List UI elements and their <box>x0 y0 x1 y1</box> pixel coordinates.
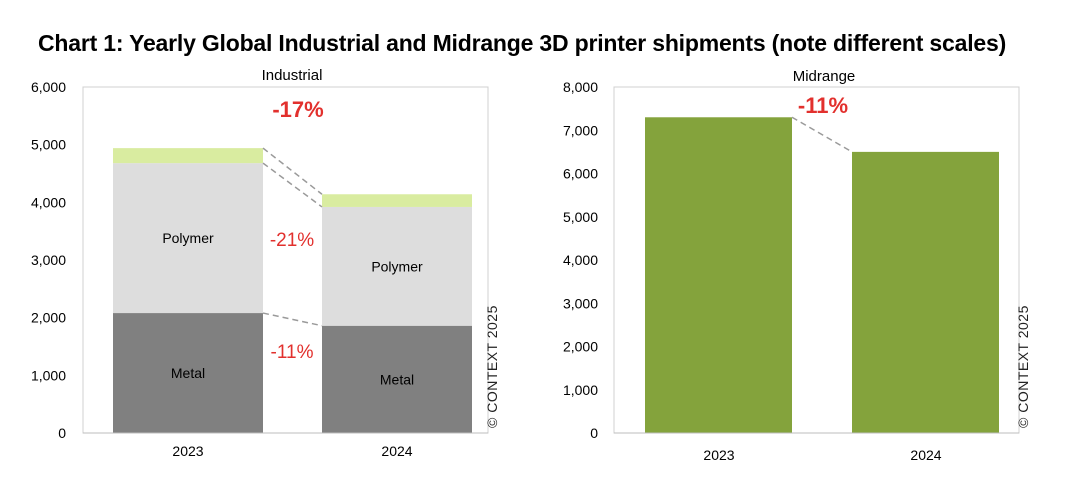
change-connector-line <box>791 116 853 153</box>
y-tick-label: 4,000 <box>31 194 66 210</box>
industrial-total-change-label: -17% <box>272 97 323 122</box>
segment-label-polymer: Polymer <box>162 230 214 246</box>
y-tick-label: 5,000 <box>563 209 598 225</box>
midrange-chart-title: Midrange <box>793 68 856 85</box>
segment-label-metal: Metal <box>171 365 205 381</box>
midrange-y-axis: 0 1,000 2,000 3,000 4,000 5,000 6,000 7,000 8,00… <box>563 79 598 441</box>
y-tick-label: 6,000 <box>31 79 66 95</box>
midrange-connectors <box>614 116 1019 434</box>
industrial-chart: Industrial 0 1,000 2,000 3,000 4,000 5,000 6,0… <box>31 67 500 459</box>
bar-polymer-2024 <box>322 206 472 326</box>
segment-label-polymer: Polymer <box>371 258 423 274</box>
y-tick-label: 7,000 <box>563 122 598 138</box>
bar-midrange-2024 <box>852 151 999 433</box>
y-tick-label: 4,000 <box>563 252 598 268</box>
change-connector-line <box>262 147 323 195</box>
industrial-labels: Metal Polymer 2023 Metal Polymer 2024 <box>162 230 423 459</box>
bar-other-2024 <box>322 194 472 207</box>
bar-metal-2024 <box>322 325 472 433</box>
bar-polymer-2023 <box>113 163 263 314</box>
y-tick-label: 1,000 <box>31 367 66 383</box>
y-tick-label: 2,000 <box>563 339 598 355</box>
industrial-connectors <box>83 147 488 434</box>
y-tick-label: 2,000 <box>31 310 66 326</box>
y-tick-label: 8,000 <box>563 79 598 95</box>
bar-midrange-2023 <box>645 117 792 434</box>
y-tick-label: 0 <box>58 425 66 441</box>
change-connector-line <box>262 162 323 208</box>
page-title: Chart 1: Yearly Global Industrial and Mi… <box>38 30 1007 56</box>
x-tick-label-2024: 2024 <box>910 447 941 463</box>
x-tick-label-2023: 2023 <box>703 447 734 463</box>
y-tick-label: 3,000 <box>31 252 66 268</box>
industrial-copyright: © CONTEXT 2025 <box>484 305 500 428</box>
industrial-metal-change-label: -11% <box>271 342 314 363</box>
industrial-y-axis: 0 1,000 2,000 3,000 4,000 5,000 6,000 <box>31 79 66 441</box>
y-tick-label: 5,000 <box>31 137 66 153</box>
bar-metal-2023 <box>113 313 263 433</box>
y-tick-label: 6,000 <box>563 166 598 182</box>
x-tick-label-2024: 2024 <box>381 443 412 459</box>
change-connector-line <box>262 312 323 327</box>
industrial-bars <box>113 148 472 433</box>
industrial-chart-title: Industrial <box>262 67 323 84</box>
bar-other-2023 <box>113 148 263 164</box>
y-tick-label: 0 <box>590 425 598 441</box>
midrange-total-change-label: -11% <box>798 93 848 118</box>
segment-label-metal: Metal <box>380 371 414 387</box>
industrial-polymer-change-label: -21% <box>270 230 314 251</box>
midrange-bars: 2023 2024 <box>645 117 999 463</box>
midrange-copyright: © CONTEXT 2025 <box>1015 305 1031 428</box>
midrange-chart: Midrange 0 1,000 2,000 3,000 4,000 5,000 6,000… <box>563 68 1031 463</box>
y-tick-label: 3,000 <box>563 295 598 311</box>
x-tick-label-2023: 2023 <box>172 443 203 459</box>
y-tick-label: 1,000 <box>563 382 598 398</box>
